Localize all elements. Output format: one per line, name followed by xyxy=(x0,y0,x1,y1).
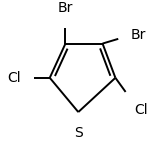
Text: S: S xyxy=(74,126,83,140)
Text: Br: Br xyxy=(131,28,146,42)
Text: Br: Br xyxy=(58,1,73,15)
Text: Cl: Cl xyxy=(134,104,148,117)
Text: Cl: Cl xyxy=(8,71,21,85)
